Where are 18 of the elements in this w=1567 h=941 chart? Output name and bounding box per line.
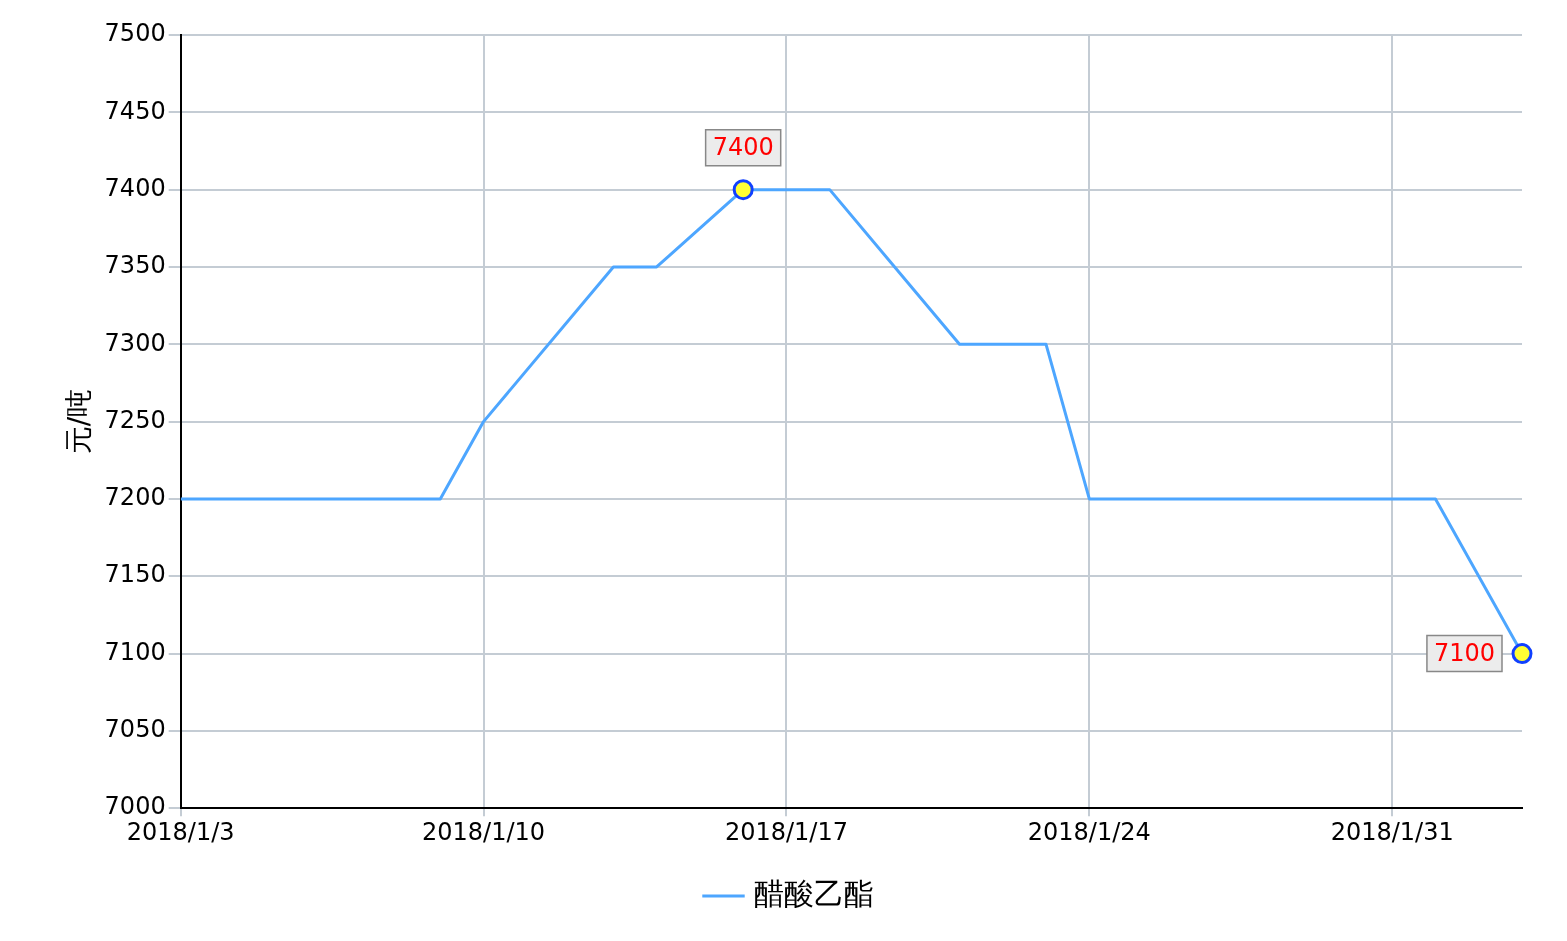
- y-tick-label: 7300: [104, 328, 166, 357]
- data-label: 7400: [712, 132, 774, 161]
- y-tick-label: 7450: [104, 96, 166, 125]
- y-tick-label: 7200: [104, 483, 166, 512]
- y-axis-title: 元/吨: [62, 388, 96, 455]
- y-tick-label: 7150: [104, 560, 166, 589]
- x-tick-label: 2018/1/31: [1330, 817, 1454, 846]
- y-tick-label: 7400: [104, 173, 166, 202]
- y-tick-label: 7500: [104, 19, 166, 48]
- x-tick-label: 2018/1/10: [422, 817, 546, 846]
- legend-label: 醋酸乙酯: [753, 875, 874, 911]
- data-label: 7100: [1433, 638, 1495, 667]
- x-tick-label: 2018/1/24: [1027, 817, 1151, 846]
- y-tick-label: 7350: [104, 251, 166, 280]
- y-tick-label: 7100: [104, 637, 166, 666]
- x-tick-label: 2018/1/17: [724, 817, 848, 846]
- y-tick-label: 7050: [104, 715, 166, 744]
- y-tick-label: 7250: [104, 405, 166, 434]
